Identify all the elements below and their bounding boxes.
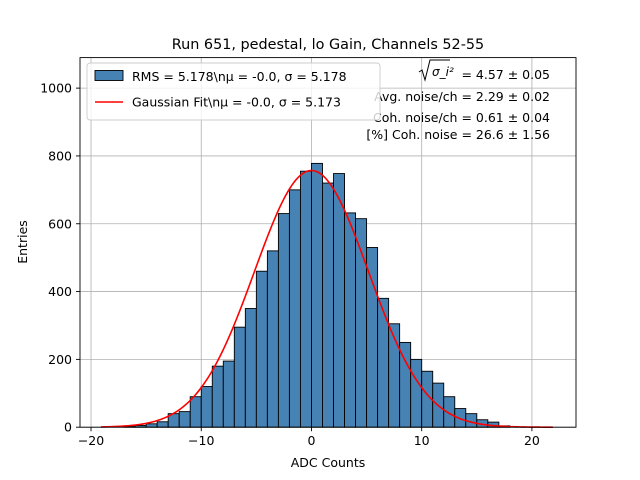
histogram-bar	[222, 360, 235, 428]
y-tick-label: 1000	[40, 81, 72, 96]
histogram-bar	[366, 247, 379, 428]
y-tick-label: 600	[48, 216, 72, 231]
histogram-bar	[156, 421, 169, 428]
x-tick-label: −20	[78, 433, 104, 448]
plot-frame	[79, 57, 577, 428]
histogram-bar	[311, 162, 323, 428]
y-tick-label: 200	[48, 352, 72, 367]
x-tick-label: 20	[524, 433, 540, 448]
histogram-bar	[288, 189, 301, 428]
sqrt-radical-icon	[418, 59, 450, 82]
annotation-coh-percent: [%] Coh. noise = 26.6 ± 1.56	[366, 127, 550, 142]
histogram-bar	[299, 170, 312, 428]
histogram-bar	[333, 173, 345, 428]
annotation-coh-noise: Coh. noise/ch = 0.61 ± 0.04	[373, 110, 550, 125]
histogram-bar	[211, 365, 224, 428]
histogram-bar	[266, 250, 279, 428]
legend-label-histogram: RMS = 5.178\nμ = -0.0, σ = 5.178	[132, 69, 347, 84]
histogram-bar	[255, 270, 268, 428]
histogram-bar	[399, 341, 412, 428]
histogram-bar	[377, 297, 390, 428]
histogram-bar	[322, 182, 334, 428]
gaussian-fit-line	[100, 169, 553, 428]
chart-title: Run 651, pedestal, lo Gain, Channels 52-…	[172, 37, 484, 53]
legend-label-fit: Gaussian Fit\nμ = -0.0, σ = 5.173	[132, 95, 341, 110]
legend-swatch-histogram	[94, 70, 124, 81]
y-tick-label: 400	[48, 284, 72, 299]
histogram-bar	[189, 396, 202, 428]
y-axis-ticks: 0 200 400 600 800 1000	[40, 81, 80, 435]
histogram-bar	[233, 326, 246, 428]
histogram-bar	[443, 396, 456, 428]
annotation-sigma-label: σ_i²	[432, 65, 454, 79]
y-axis-label: Entries	[15, 220, 30, 264]
stats-annotations: σ_i² = 4.57 ± 0.05 Avg. noise/ch = 2.29 …	[366, 59, 550, 142]
annotation-sigma: = 4.57 ± 0.05	[461, 67, 550, 82]
legend-box	[86, 62, 381, 121]
histogram-bar	[410, 358, 423, 428]
histogram-bar	[277, 213, 290, 428]
x-axis-label: ADC Counts	[291, 455, 366, 470]
histogram-bar	[244, 308, 257, 428]
y-tick-label: 0	[64, 420, 72, 435]
x-tick-label: −10	[188, 433, 214, 448]
histogram-bar	[200, 386, 213, 428]
legend: RMS = 5.178\nμ = -0.0, σ = 5.178 Gaussia…	[86, 62, 381, 121]
histogram-bar	[145, 423, 158, 428]
x-tick-label: 10	[414, 433, 430, 448]
annotation-avg-noise: Avg. noise/ch = 2.29 ± 0.02	[374, 89, 550, 104]
x-axis-ticks: −20 −10 0 10 20	[78, 427, 540, 448]
histogram-bar	[178, 411, 191, 428]
y-tick-label: 800	[48, 148, 72, 163]
x-tick-label: 0	[307, 433, 315, 448]
histogram-bar	[344, 212, 357, 428]
